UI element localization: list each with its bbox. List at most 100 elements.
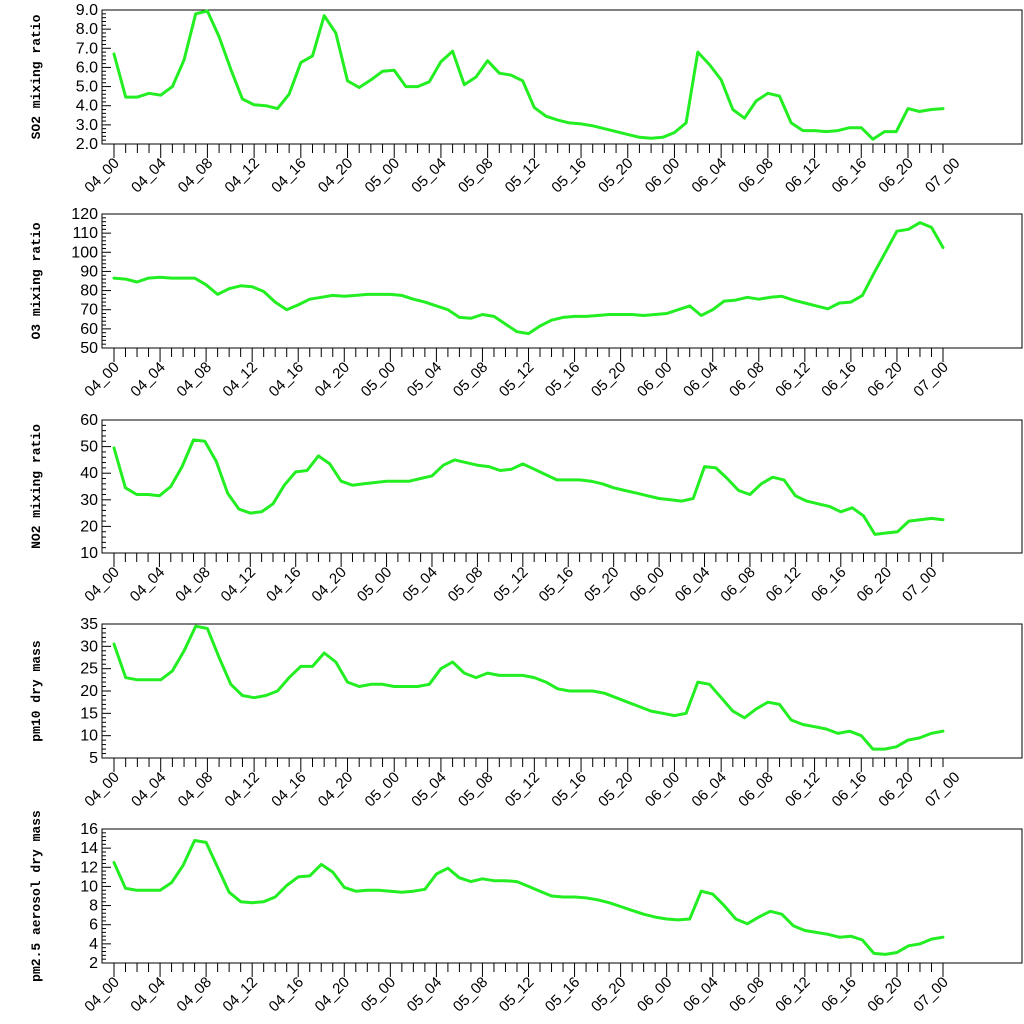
ytick-label: 80 (80, 283, 98, 300)
xtick-label: 05_04 (408, 769, 450, 811)
xtick-label: 04_12 (219, 974, 261, 1016)
xtick-label: 06_12 (782, 155, 824, 197)
xtick-label: 05_16 (536, 564, 578, 606)
series-line (112, 221, 945, 336)
xtick-label: 07_00 (922, 769, 964, 811)
ytick-label: 25 (80, 661, 98, 678)
ytick-label: 6.0 (76, 59, 98, 76)
xtick-label: 04_04 (128, 155, 170, 197)
series-line (112, 839, 945, 956)
xtick-label: 04_16 (266, 974, 308, 1016)
xtick-label: 06_16 (829, 769, 871, 811)
xtick-label: 04_20 (315, 769, 357, 811)
ytick-label: 35 (80, 616, 98, 633)
xtick-label: 06_04 (680, 974, 722, 1016)
xtick-label: 05_20 (588, 359, 630, 401)
xtick-label: 05_04 (408, 155, 450, 197)
xtick-label: 04_20 (315, 155, 357, 197)
ytick-label: 50 (80, 340, 98, 357)
xtick-label: 06_08 (726, 359, 768, 401)
plot-frame (101, 419, 1023, 554)
ytick-label: 9.0 (76, 2, 98, 19)
ytick-label: 3.0 (76, 117, 98, 134)
xtick-label: 06_20 (875, 769, 917, 811)
xtick-label: 05_00 (362, 769, 404, 811)
ytick-label: 5 (89, 750, 98, 767)
y-axis-label: SO2 mixing ratio (29, 14, 44, 139)
xtick-label: 06_04 (672, 564, 714, 606)
xtick-label: 05_12 (502, 155, 544, 197)
ytick-label: 30 (80, 638, 98, 655)
xtick-label: 06_08 (735, 769, 777, 811)
xtick-label: 05_16 (548, 155, 590, 197)
y-axis-label: NO2 mixing ratio (29, 424, 44, 549)
xtick-label: 06_00 (642, 769, 684, 811)
xtick-label: 04_12 (219, 359, 261, 401)
xtick-label: 06_16 (818, 359, 860, 401)
ytick-label: 4.0 (76, 98, 98, 115)
xtick-label: 05_12 (496, 974, 538, 1016)
xtick-label: 05_16 (542, 359, 584, 401)
xtick-label: 05_04 (404, 974, 446, 1016)
xtick-label: 06_12 (772, 974, 814, 1016)
xtick-label: 07_00 (910, 974, 952, 1016)
ytick-label: 2.0 (76, 136, 98, 153)
xtick-label: 05_04 (399, 564, 441, 606)
xtick-label: 06_16 (818, 974, 860, 1016)
xtick-label: 05_16 (542, 974, 584, 1016)
xtick-label: 04_08 (172, 564, 214, 606)
xtick-label: 05_20 (595, 769, 637, 811)
xtick-label: 04_00 (81, 155, 123, 197)
ytick-label: 7.0 (76, 40, 98, 57)
y-axis-label: pm2.5 aerosol dry mass (29, 810, 44, 982)
xtick-label: 04_00 (81, 359, 123, 401)
xtick-label: 04_12 (221, 155, 263, 197)
ytick-label: 40 (80, 465, 98, 482)
xtick-label: 04_00 (81, 564, 123, 606)
series-line (112, 438, 945, 536)
xtick-label: 04_12 (218, 564, 260, 606)
xtick-label: 05_00 (358, 974, 400, 1016)
xtick-label: 06_00 (642, 155, 684, 197)
ytick-label: 120 (71, 206, 98, 223)
ytick-label: 50 (80, 439, 98, 456)
xtick-label: 04_04 (127, 359, 169, 401)
xtick-label: 04_20 (308, 564, 350, 606)
xtick-label: 06_20 (854, 564, 896, 606)
ytick-label: 110 (72, 225, 98, 242)
xtick-label: 06_08 (735, 155, 777, 197)
ytick-label: 16 (80, 821, 98, 838)
xtick-label: 05_00 (358, 359, 400, 401)
xtick-label: 04_16 (268, 769, 310, 811)
ytick-label: 100 (71, 244, 98, 261)
xtick-label: 06_20 (864, 974, 906, 1016)
xtick-label: 05_20 (595, 155, 637, 197)
xtick-label: 05_12 (490, 564, 532, 606)
xtick-label: 05_08 (455, 769, 497, 811)
xtick-label: 05_16 (548, 769, 590, 811)
ytick-label: 10 (80, 728, 98, 745)
xtick-label: 05_08 (450, 359, 492, 401)
xtick-label: 05_04 (404, 359, 446, 401)
xtick-label: 04_20 (312, 359, 354, 401)
plot-frame (101, 828, 1023, 964)
series-line (112, 9, 945, 141)
ytick-label: 14 (80, 840, 98, 857)
xtick-label: 04_00 (81, 974, 123, 1016)
ytick-label: 90 (80, 263, 98, 280)
xtick-label: 05_08 (450, 974, 492, 1016)
ytick-label: 10 (80, 545, 98, 562)
xtick-label: 06_04 (688, 769, 730, 811)
xtick-label: 06_00 (634, 359, 676, 401)
xtick-label: 06_00 (634, 974, 676, 1016)
xtick-label: 04_04 (127, 974, 169, 1016)
y-axis-label: pm10 dry mass (29, 640, 44, 742)
xtick-label: 04_04 (128, 769, 170, 811)
xtick-label: 06_00 (626, 564, 668, 606)
plot-frame (101, 9, 1023, 145)
panel-1: 2.03.04.05.06.07.08.09.004_00 04_04 04_08 0… (29, 2, 1023, 197)
ytick-label: 12 (80, 859, 98, 876)
ytick-label: 5.0 (76, 79, 98, 96)
panel-5: 2 4 6 8 10 12 14 16 04_00 04_04 04_08 04_12 04_16 04_… (29, 810, 1023, 1016)
xtick-label: 07_00 (899, 564, 941, 606)
